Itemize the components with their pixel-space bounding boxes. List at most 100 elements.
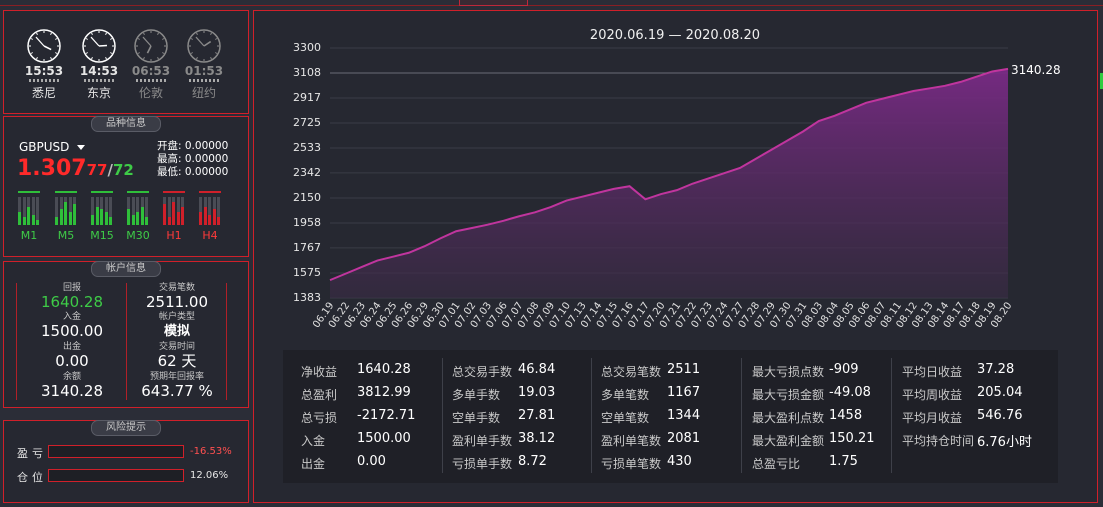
account-divider-mid (126, 283, 127, 400)
deposit-label: 入金 (62, 312, 81, 322)
stat-value: 205.04 (977, 385, 1023, 400)
withdraw-label: 出金 (62, 342, 81, 352)
stat-label: 入金 (301, 434, 326, 448)
stat-value: 1640.28 (357, 362, 411, 377)
symbol-section-title: 品种信息 (91, 116, 161, 132)
stat-value: 2081 (667, 431, 701, 446)
bar-cap (163, 191, 185, 193)
clock-icon (187, 29, 221, 63)
clock-1: 14:53 东京 (77, 29, 121, 101)
y-tick-label: 3108 (293, 66, 321, 80)
timeframe-label-m30[interactable]: M30 (126, 229, 150, 242)
stat-label: 平均月收益 (902, 411, 963, 425)
stat-value: 1.75 (829, 454, 858, 469)
high-value: 最高: 0.00000 (157, 153, 229, 165)
bar-fill (109, 217, 112, 225)
low-value: 最低: 0.00000 (157, 166, 229, 178)
stat-value: 430 (667, 454, 692, 469)
timeframe-bars-m15[interactable] (91, 191, 113, 225)
bar-fill (140, 207, 144, 225)
y-tick-label: 2150 (293, 190, 321, 204)
stat-label: 空单手数 (452, 411, 501, 425)
withdraw-stat: 出金 0.00 (30, 342, 114, 370)
bar-fill (59, 209, 63, 225)
stats-separator (442, 358, 443, 473)
timeframe-label-h1[interactable]: H1 (166, 229, 182, 242)
timeframe-bars-m1[interactable] (18, 191, 40, 225)
stat-label: 最大亏损金额 (752, 388, 825, 402)
stat-value: -49.08 (829, 385, 871, 400)
bar-track (18, 197, 21, 225)
stat-label: 亏损单手数 (452, 457, 513, 471)
timeframe-label-m1[interactable]: M1 (20, 229, 38, 242)
balance-label: 余额 (62, 372, 81, 382)
clock-time: 14:53 (79, 64, 119, 78)
symbol-selector[interactable]: GBPUSD (19, 140, 86, 154)
days-label: 交易时间 (158, 342, 195, 352)
stats-separator (591, 358, 592, 473)
timeframe-bars-h4[interactable] (199, 191, 221, 225)
scroll-indicator[interactable] (1100, 73, 1103, 89)
stat-label: 总盈亏比 (752, 457, 801, 471)
stat-value: 1167 (667, 385, 701, 400)
stat-value: 46.84 (518, 362, 556, 377)
stat-label: 最大盈利金额 (752, 434, 825, 448)
bar-fill (163, 204, 166, 225)
y-tick-label: 2917 (293, 90, 321, 104)
stat-value: 27.81 (518, 408, 556, 423)
stat-value: 1458 (829, 408, 863, 423)
bar-fill (95, 207, 99, 225)
account-divider-right (226, 283, 227, 400)
trades-label: 交易笔数 (158, 283, 195, 293)
account-type-value: 模拟 (163, 324, 190, 339)
stat-label: 总亏损 (301, 411, 338, 425)
bar-fill (127, 209, 130, 225)
bar-track (176, 197, 180, 225)
bar-track (68, 197, 72, 225)
bar-fill (181, 207, 184, 225)
price-ask: 77 (86, 161, 108, 179)
symbol-name: GBPUSD (19, 140, 70, 154)
y-tick-label: 3300 (293, 41, 321, 54)
timeframe-bars-m30[interactable] (127, 191, 149, 225)
symbol-panel (3, 116, 249, 257)
timeframe-bars-m5[interactable] (55, 191, 77, 225)
trades-value: 2511.00 (145, 293, 209, 311)
stat-value: 150.21 (829, 431, 875, 446)
stat-label: 出金 (301, 457, 326, 471)
account-type-stat: 帐户类型 模拟 (130, 312, 224, 340)
stat-label: 多单手数 (452, 388, 501, 402)
stat-label: 总盈利 (301, 388, 338, 402)
stat-label: 盈利单手数 (452, 434, 513, 448)
equity-area (330, 68, 1008, 298)
chevron-down-icon[interactable] (77, 145, 86, 150)
bar-cap (18, 191, 40, 193)
timeframe-label-m5[interactable]: M5 (57, 229, 75, 242)
clock-dots (84, 79, 114, 82)
stat-value: -909 (829, 362, 859, 377)
stat-label: 空单笔数 (601, 411, 650, 425)
bar-fill (31, 215, 35, 225)
bar-fill (212, 209, 216, 225)
timeframe-label-h4[interactable]: H4 (202, 229, 218, 242)
bar-track (91, 197, 94, 225)
bar-track (199, 197, 202, 225)
top-tab[interactable] (459, 0, 528, 6)
pnl-label: 盈亏 (17, 447, 47, 460)
y-tick-label: 1958 (293, 216, 321, 229)
clock-3: 01:53 纽约 (182, 29, 226, 101)
bar-fill (64, 202, 67, 225)
stat-value: 6.76小时 (977, 435, 1032, 450)
timeframe-bars-h1[interactable] (163, 191, 185, 225)
bar-cap (127, 191, 149, 193)
bar-fill (100, 209, 103, 225)
stat-value: -2172.71 (357, 408, 416, 423)
stat-value: 2511 (667, 362, 701, 377)
stat-label: 总交易手数 (452, 365, 513, 379)
bar-fill (68, 212, 72, 225)
bar-fill (167, 217, 171, 225)
bar-track (136, 197, 139, 225)
deposit-stat: 入金 1500.00 (30, 312, 114, 340)
days-value: 62 天 (157, 352, 197, 370)
timeframe-label-m15[interactable]: M15 (90, 229, 114, 242)
